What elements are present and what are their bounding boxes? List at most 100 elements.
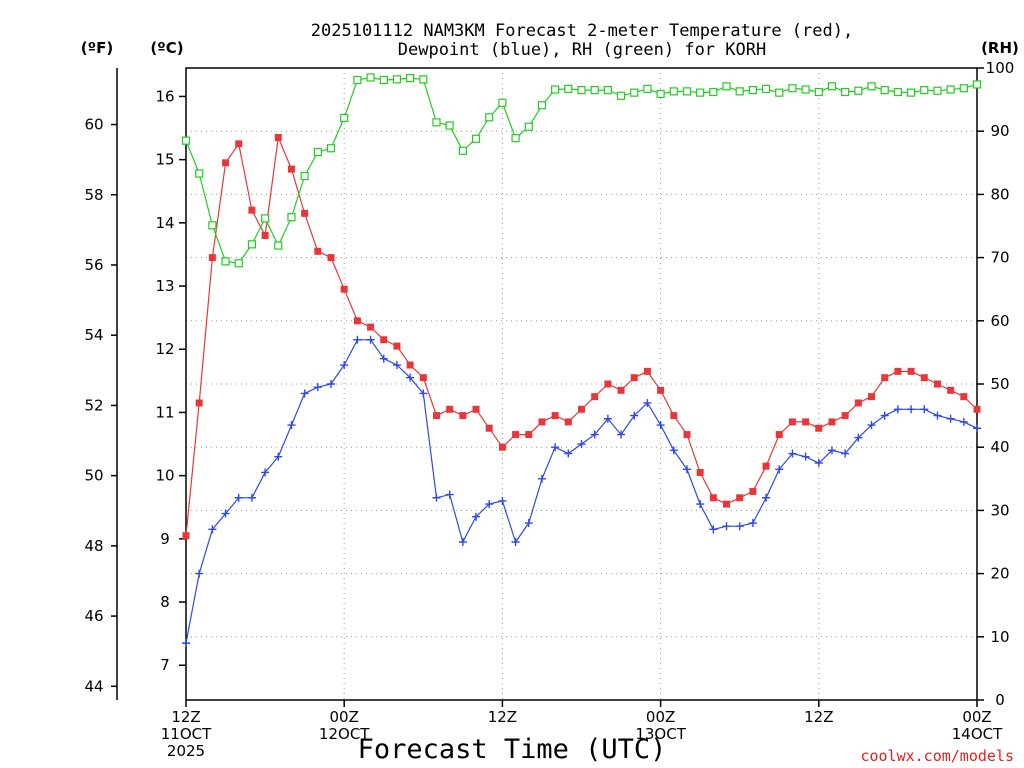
x-tick-label: 2025: [167, 742, 205, 760]
data-point: [524, 122, 533, 131]
data-point: [577, 86, 586, 95]
data-point: [287, 421, 296, 430]
data-point: [828, 418, 836, 426]
data-point: [274, 452, 283, 461]
x-axis-label: Forecast Time (UTC): [358, 734, 667, 765]
data-point: [960, 393, 968, 401]
data-point: [445, 121, 454, 130]
data-point: [762, 493, 771, 502]
data-point: [775, 88, 784, 97]
data-point: [353, 335, 362, 344]
data-point: [564, 449, 573, 458]
celsius-tick-label: 16: [155, 87, 174, 105]
data-point: [656, 421, 665, 430]
series-line: [185, 135, 978, 536]
data-point: [696, 500, 705, 509]
data-point: [313, 147, 322, 157]
data-point: [656, 89, 665, 99]
celsius-tick-label: 15: [155, 151, 174, 169]
data-point: [603, 414, 612, 423]
fahrenheit-tick-label: 58: [84, 186, 103, 204]
rh-unit-label: (RH): [981, 39, 1019, 57]
data-series: [181, 73, 982, 648]
data-point: [301, 209, 309, 217]
data-point: [682, 465, 691, 474]
data-point: [973, 424, 981, 433]
data-point: [603, 86, 612, 95]
data-point: [591, 393, 599, 401]
data-point: [287, 213, 296, 222]
data-point: [485, 424, 493, 432]
data-point: [235, 140, 243, 148]
x-tick-label: 00Z: [962, 708, 991, 726]
data-point: [709, 525, 718, 534]
celsius-tick-label: 11: [155, 403, 174, 421]
data-point: [735, 522, 744, 531]
rh-tick-label: 20: [990, 565, 1009, 583]
data-point: [195, 169, 204, 178]
data-point: [802, 418, 810, 426]
data-point: [181, 136, 191, 145]
data-point: [353, 75, 362, 85]
data-point: [208, 254, 216, 262]
data-point: [366, 335, 375, 344]
data-point: [709, 87, 718, 97]
data-point: [248, 206, 256, 214]
data-point: [723, 500, 731, 508]
data-point: [867, 421, 876, 430]
data-point: [630, 374, 638, 382]
data-point: [854, 399, 862, 407]
data-point: [340, 285, 348, 293]
data-point: [748, 86, 757, 95]
data-point: [222, 159, 230, 167]
rh-tick-label: 0: [995, 691, 1005, 709]
data-point: [182, 639, 190, 648]
series-2-meter-temperature: [182, 134, 981, 540]
x-tick-label: 11OCT: [161, 725, 212, 743]
data-point: [893, 405, 902, 414]
data-point: [868, 393, 876, 401]
data-point: [947, 386, 955, 394]
data-point: [827, 446, 836, 455]
data-point: [590, 430, 599, 439]
data-point: [762, 462, 770, 470]
data-point: [788, 449, 797, 458]
data-point: [340, 361, 349, 370]
data-point: [959, 417, 968, 426]
data-point: [775, 431, 783, 439]
fahrenheit-tick-label: 48: [84, 537, 103, 555]
grid-lines: [186, 68, 977, 700]
data-point: [327, 380, 336, 388]
data-point: [578, 405, 585, 413]
data-point: [749, 487, 757, 495]
rh-tick-label: 90: [990, 122, 1009, 140]
celsius-tick-label: 8: [160, 593, 170, 611]
fahrenheit-tick-label: 50: [84, 467, 103, 485]
data-point: [630, 411, 639, 420]
data-point: [498, 98, 507, 107]
data-point: [432, 118, 441, 127]
data-point: [366, 73, 375, 82]
data-point: [525, 431, 533, 439]
data-point: [353, 317, 361, 325]
data-point: [880, 411, 889, 420]
data-point: [643, 84, 652, 93]
data-point: [524, 519, 533, 528]
celsius-tick-label: 9: [160, 530, 170, 548]
data-point: [313, 383, 322, 392]
data-point: [221, 257, 230, 266]
data-point: [761, 84, 771, 93]
fahrenheit-tick-label: 44: [84, 677, 103, 695]
data-point: [564, 84, 573, 93]
data-point: [498, 443, 506, 451]
data-point: [512, 431, 520, 439]
data-point: [604, 380, 612, 388]
x-tick-label: 12Z: [804, 708, 833, 726]
chart-title-line-2: Dewpoint (blue), RH (green) for KORH: [398, 40, 766, 60]
data-point: [815, 424, 823, 432]
rh-tick-label: 70: [990, 249, 1009, 267]
data-point: [458, 538, 467, 546]
series-dewpoint: [182, 335, 981, 648]
data-point: [432, 493, 441, 502]
data-point: [841, 412, 849, 420]
